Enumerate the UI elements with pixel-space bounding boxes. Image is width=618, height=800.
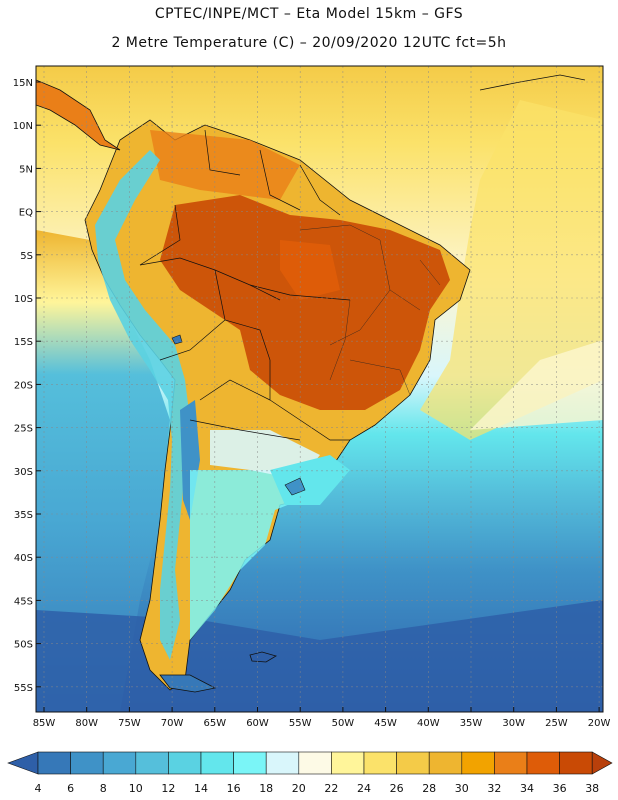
lat-label: 45S: [14, 596, 33, 607]
lon-label: 80W: [75, 718, 98, 729]
lat-label: 15S: [14, 337, 33, 348]
pacific-field: [36, 230, 170, 712]
colorbar-label: 32: [487, 782, 501, 795]
colorbar-swatch: [298, 751, 332, 775]
colorbar-label: 34: [520, 782, 534, 795]
colorbar-swatch: [363, 751, 397, 775]
colorbar-swatch: [102, 751, 137, 775]
lat-label: 5S: [20, 251, 33, 262]
colorbar-swatch: [526, 751, 560, 775]
colorbar-swatch: [70, 751, 104, 775]
malvinas: [249, 651, 277, 663]
lat-label: 40S: [14, 553, 33, 564]
lon-label: 30W: [502, 718, 525, 729]
colorbar-swatch: [396, 751, 430, 775]
lat-label: 50S: [14, 640, 33, 651]
lat-label: 10S: [14, 294, 33, 305]
colorbar-swatch: [233, 751, 267, 775]
lon-label: 50W: [332, 718, 355, 729]
lon-label: 35W: [460, 718, 483, 729]
lon-label: 65W: [203, 718, 226, 729]
colorbar-label: 10: [129, 782, 143, 795]
colorbar-swatch: [494, 751, 528, 775]
caribbean-islands: [479, 74, 586, 91]
lat-label: 55S: [14, 683, 33, 694]
colorbar-arrow-high: [591, 751, 613, 775]
colorbar-swatch: [559, 751, 593, 775]
lon-label: 75W: [118, 718, 141, 729]
lon-label: 45W: [374, 718, 397, 729]
colorbar-label: 24: [357, 782, 371, 795]
map-frame: [35, 65, 604, 713]
colorbar-label: 20: [292, 782, 306, 795]
state-borders: [299, 224, 441, 396]
colorbar-label: 36: [553, 782, 567, 795]
lon-label: 25W: [545, 718, 568, 729]
lat-label: 15N: [13, 78, 33, 89]
colorbar-swatch: [331, 751, 365, 775]
lat-label: EQ: [19, 208, 33, 219]
colorbar-swatch: [265, 751, 300, 775]
lon-label: 60W: [246, 718, 269, 729]
colorbar-label: 12: [161, 782, 175, 795]
colorbar-label: 6: [67, 782, 74, 795]
colorbar-label: 8: [100, 782, 107, 795]
lat-label: 25S: [14, 424, 33, 435]
colorbar-swatch: [428, 751, 463, 775]
lon-label: 40W: [417, 718, 440, 729]
colorbar-label: 16: [227, 782, 241, 795]
country-borders: [139, 129, 351, 441]
colorbar-swatch: [200, 751, 234, 775]
lat-label: 10N: [13, 121, 33, 132]
colorbar-swatch: [135, 751, 169, 775]
north-coast-warm: [150, 130, 300, 200]
lat-label: 20S: [14, 380, 33, 391]
hot-core-amazon: [160, 195, 450, 410]
colorbar-label: 26: [390, 782, 404, 795]
hot-inner-patch: [280, 240, 340, 300]
atlantic-pale-band: [470, 340, 603, 430]
lon-label: 20W: [588, 718, 611, 729]
colorbar-swatch: [168, 751, 202, 775]
colorbar-label: 18: [259, 782, 273, 795]
lat-label: 35S: [14, 510, 33, 521]
lake-titicaca: [171, 334, 183, 345]
colorbar-label: 22: [324, 782, 338, 795]
lon-label: 55W: [289, 718, 312, 729]
colorbar-label: 38: [585, 782, 599, 795]
lat-label: 30S: [14, 467, 33, 478]
colorbar-swatch: [461, 751, 495, 775]
andes-cold: [95, 150, 190, 660]
colorbar-label: 30: [455, 782, 469, 795]
central-america: [36, 79, 121, 151]
colorbar-swatch: [37, 751, 71, 775]
colorbar-label: 28: [422, 782, 436, 795]
lon-label: 70W: [161, 718, 184, 729]
colorbar: 4 6 8 10 12 14 16 18 20 22 24 26 28 30 32 34 36 38: [7, 751, 613, 795]
map-title: CPTEC/INPE/MCT – Eta Model 15km – GFS: [154, 6, 464, 22]
lon-label: 85W: [33, 718, 56, 729]
colorbar-arrow-low: [7, 751, 39, 775]
colorbar-label: 14: [194, 782, 208, 795]
lat-label: 5N: [19, 164, 33, 175]
map-subtitle: 2 Metre Temperature (C) – 20/09/2020 12U…: [111, 35, 507, 51]
patagonia-cool: [190, 470, 300, 640]
tierra-del-fuego: [159, 674, 217, 693]
colorbar-label: 4: [35, 782, 42, 795]
